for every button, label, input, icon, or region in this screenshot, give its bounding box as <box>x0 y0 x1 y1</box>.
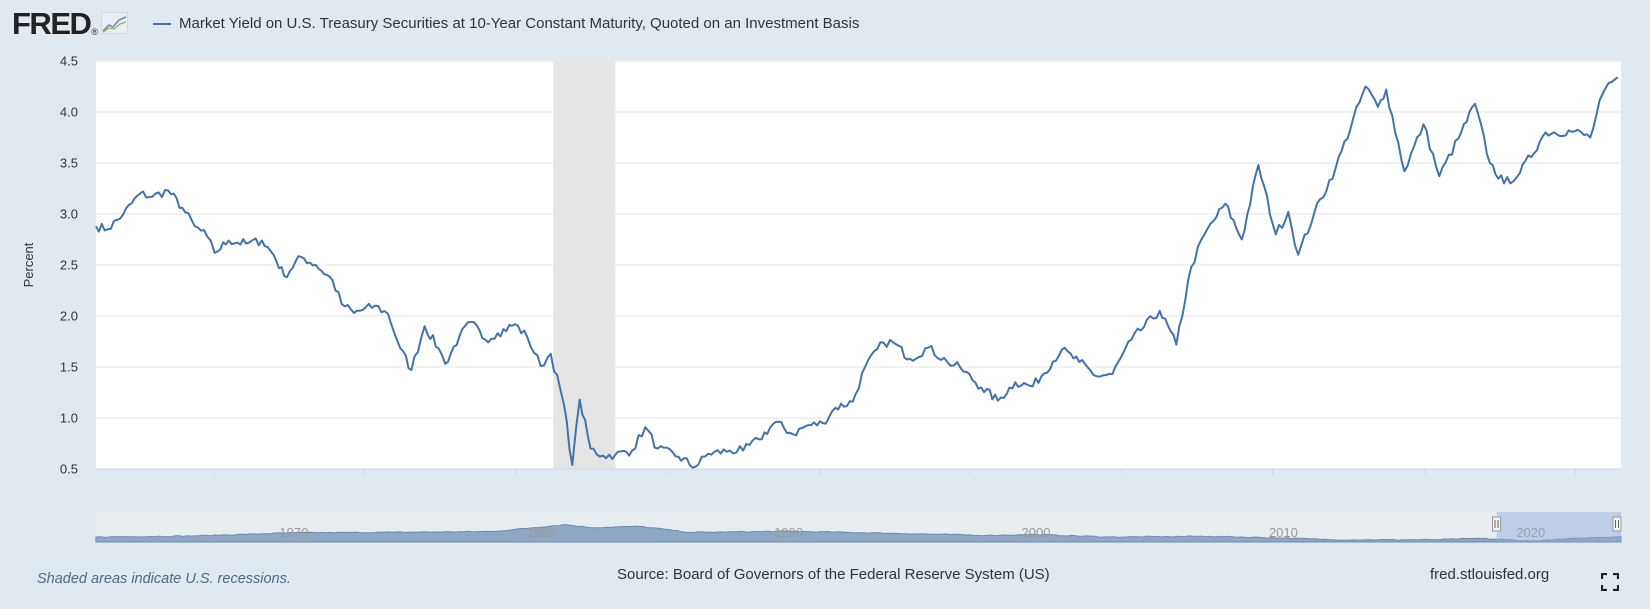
navigator-tick-label: 1990 <box>774 525 803 540</box>
fred-logo-text: FRED <box>12 6 92 41</box>
navigator-tick-label: 2020 <box>1516 525 1545 540</box>
y-tick-label: 4.5 <box>60 54 78 69</box>
navigator-tick-label: 1980 <box>527 525 556 540</box>
source-text: Source: Board of Governors of the Federa… <box>617 566 1050 583</box>
y-tick-label: 1.5 <box>60 360 78 375</box>
y-tick-label: 4.0 <box>60 105 78 120</box>
navigator-handle-left[interactable] <box>1492 516 1501 532</box>
time-navigator[interactable]: 1970 1980 1990 2000 2010 2020 <box>0 510 1650 546</box>
chart-legend[interactable]: Market Yield on U.S. Treasury Securities… <box>153 15 859 33</box>
legend-swatch <box>153 23 171 25</box>
recession-note: Shaded areas indicate U.S. recessions. <box>37 571 291 587</box>
navigator-handle-right[interactable] <box>1612 516 1622 532</box>
fred-url-link[interactable]: fred.stlouisfed.org <box>1430 566 1550 583</box>
fullscreen-icon[interactable] <box>1601 573 1619 591</box>
line-chart[interactable]: 0.51.01.52.02.53.03.54.04.5 2019-012019-… <box>0 50 1650 480</box>
navigator-selected-range[interactable] <box>1496 512 1621 542</box>
navigator-tick-label: 1970 <box>279 525 308 540</box>
y-tick-label: 0.5 <box>60 462 78 477</box>
y-tick-label: 3.0 <box>60 207 78 222</box>
y-tick-label: 2.0 <box>60 309 78 324</box>
navigator-area <box>95 524 1622 543</box>
y-tick-label: 3.5 <box>60 156 78 171</box>
y-axis-label: Percent <box>21 242 36 287</box>
registered-mark: ® <box>91 27 99 37</box>
legend-series-label: Market Yield on U.S. Treasury Securities… <box>179 15 860 32</box>
chart-header: FRED ® Market Yield on U.S. Treasury Sec… <box>0 0 1650 50</box>
series-line <box>95 76 1619 469</box>
navigator-tick-label: 2000 <box>1022 525 1051 540</box>
y-tick-label: 1.0 <box>60 411 78 426</box>
chart-line-icon <box>101 12 129 34</box>
fred-logo[interactable]: FRED ® <box>12 6 129 41</box>
y-tick-label: 2.5 <box>60 258 78 273</box>
navigator-tick-label: 2010 <box>1269 525 1298 540</box>
